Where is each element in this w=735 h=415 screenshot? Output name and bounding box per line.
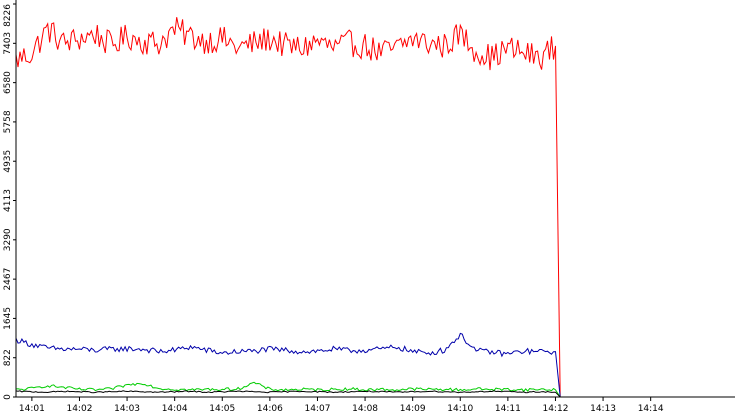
y-tick-label: 2467: [3, 268, 13, 291]
x-tick-label: 14:11: [495, 404, 521, 414]
y-tick-label: 8226: [3, 4, 13, 27]
x-tick-label: 14:06: [257, 404, 283, 414]
x-axis-ticks: 14:01 14:02 14:03 14:04 14:05 14:06 14:07 14:08…: [19, 397, 664, 414]
series-line-2: [15, 332, 561, 398]
x-tick-label: 14:05: [209, 404, 235, 414]
x-tick-label: 14:01: [19, 404, 45, 414]
x-tick-label: 14:04: [162, 404, 188, 414]
x-tick-label: 14:13: [590, 404, 616, 414]
x-tick-label: 14:08: [352, 404, 378, 414]
x-tick-label: 14:12: [542, 404, 568, 414]
series-layer: [15, 17, 561, 398]
series-line-4: [15, 390, 561, 398]
axes: [15, 0, 735, 398]
y-tick-label: 7403: [3, 32, 13, 55]
y-tick-label: 0: [3, 394, 13, 400]
x-tick-label: 14:10: [447, 404, 473, 414]
y-tick-label: 3290: [3, 228, 13, 251]
x-tick-label: 14:02: [66, 404, 92, 414]
y-axis-ticks: 0 822 1645 2467 3290 4113 4935 5758 6580 7403 8226: [3, 3, 16, 400]
x-tick-label: 14:14: [638, 404, 664, 414]
y-tick-label: 5758: [3, 110, 13, 133]
x-tick-label: 14:03: [114, 404, 140, 414]
series-line-1: [15, 17, 561, 398]
y-tick-label: 822: [3, 349, 13, 366]
x-tick-label: 14:07: [304, 404, 330, 414]
y-tick-label: 6580: [3, 71, 13, 94]
y-tick-label: 4935: [3, 150, 13, 173]
y-tick-label: 1645: [3, 307, 13, 330]
x-tick-label: 14:09: [400, 404, 426, 414]
y-tick-label: 4113: [3, 189, 13, 212]
series-line-3: [15, 381, 561, 398]
